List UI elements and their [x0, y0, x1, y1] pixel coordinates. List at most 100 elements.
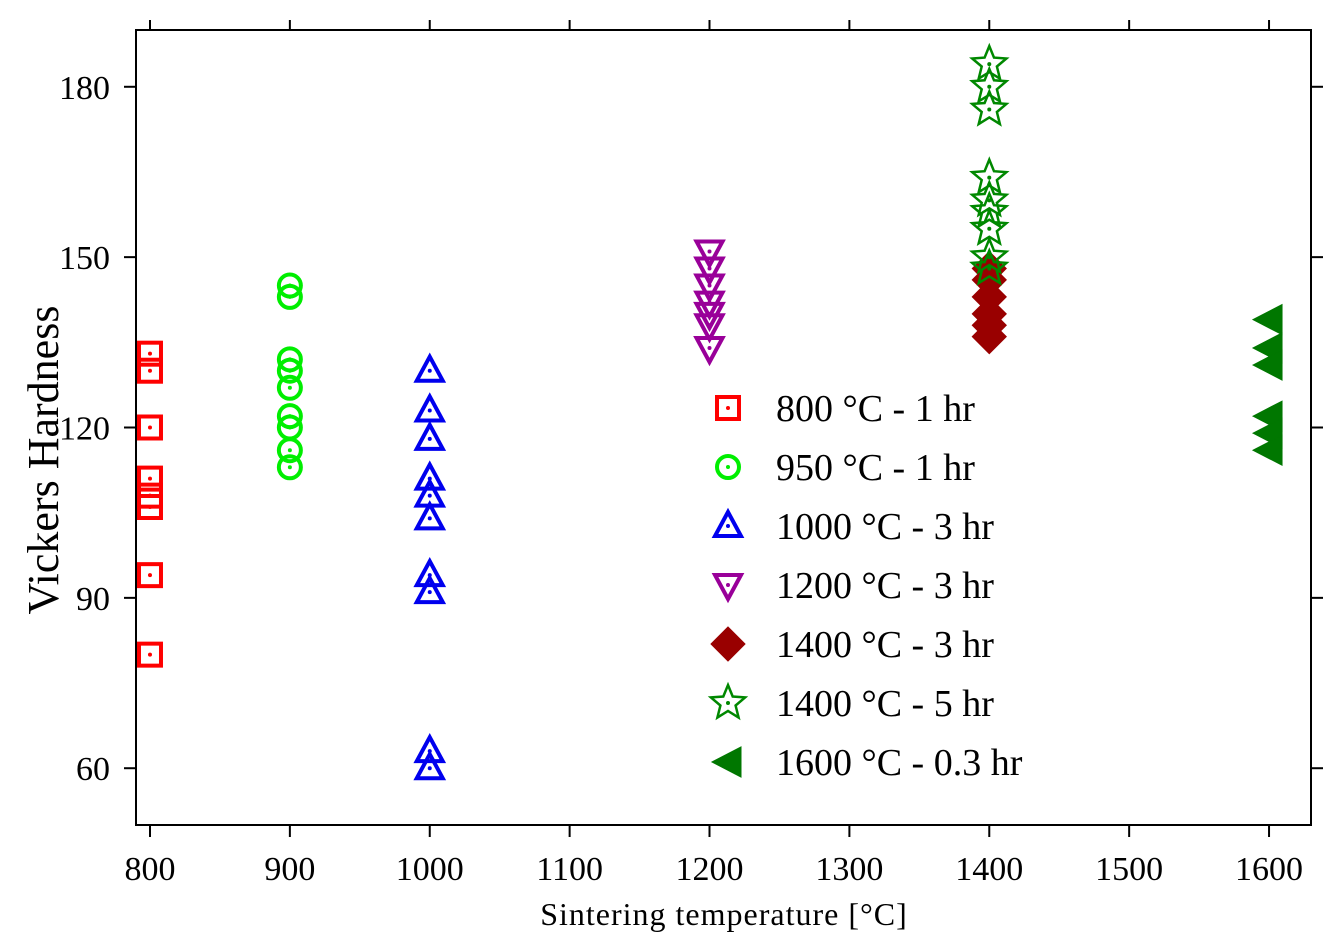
data-point-center [287, 294, 292, 299]
legend-label: 800 °C - 1 hr [776, 388, 975, 430]
legend-marker [710, 746, 742, 778]
series-2 [413, 352, 447, 781]
y-tick-label: 120 [59, 411, 110, 448]
data-point [276, 357, 303, 384]
legend-item: 1000 °C - 3 hr [711, 506, 994, 548]
legend-item: 800 °C - 1 hr [715, 388, 975, 430]
y-tick-label: 150 [59, 240, 110, 277]
data-point [971, 318, 1007, 355]
data-point [276, 437, 303, 464]
x-axis-label: Sintering temperature [°C] [540, 896, 908, 932]
data-point [136, 562, 163, 589]
data-point-center [147, 368, 152, 373]
x-tick-label: 900 [264, 851, 315, 888]
data-point [413, 573, 447, 605]
series-3 [693, 239, 726, 367]
data-point [276, 374, 303, 401]
data-point-center [287, 465, 292, 470]
data-point-center [707, 266, 712, 271]
data-point [136, 494, 163, 520]
data-point-center [987, 62, 992, 67]
legend-item: 1200 °C - 3 hr [711, 565, 994, 607]
x-tick-label: 1000 [396, 851, 464, 888]
data-point [1251, 349, 1283, 381]
x-tick-label: 800 [124, 851, 175, 888]
data-point [136, 357, 163, 384]
data-point [136, 465, 163, 492]
data-point [693, 273, 726, 304]
data-point [413, 420, 447, 451]
legend-item: 1400 °C - 5 hr [707, 681, 994, 725]
data-point [969, 235, 1010, 275]
data-point-center [147, 652, 152, 657]
legend: 800 °C - 1 hr 950 °C - 1 hr 1000 °C - 3 hr… [707, 388, 1023, 784]
legend-marker-center [726, 524, 730, 528]
data-point [969, 247, 1010, 286]
data-point-center [707, 323, 712, 328]
data-point-center [707, 346, 712, 350]
legend-label: 950 °C - 1 hr [776, 447, 975, 489]
legend-marker [715, 395, 741, 421]
legend-label: 1200 °C - 3 hr [776, 565, 994, 607]
data-point [413, 352, 447, 383]
legend-marker [711, 507, 745, 538]
data-point [693, 313, 726, 344]
legend-label: 1400 °C - 5 hr [776, 683, 994, 725]
data-point-center [427, 436, 432, 441]
series-0 [136, 340, 163, 668]
data-marks [136, 42, 1283, 781]
legend-marker-center [726, 406, 730, 410]
data-point [693, 256, 726, 287]
x-tick-label: 1300 [815, 851, 883, 888]
legend-marker-center [726, 583, 730, 587]
legend-marker [715, 454, 741, 480]
data-point-center [987, 107, 992, 112]
data-point [136, 414, 163, 441]
plot-frame [135, 29, 1312, 826]
data-point-center [287, 368, 292, 373]
legend-label: 1000 °C - 3 hr [776, 506, 994, 548]
legend-marker [707, 681, 749, 721]
data-point-center [707, 283, 712, 288]
data-point [276, 283, 303, 310]
x-tick-label: 1500 [1095, 851, 1163, 888]
data-point-center [287, 448, 292, 453]
data-point [1251, 303, 1283, 336]
legend-item: 950 °C - 1 hr [715, 447, 975, 489]
data-point [413, 500, 447, 531]
data-point [693, 336, 726, 367]
data-point-center [147, 476, 152, 481]
data-point [413, 460, 447, 491]
legend-item: 1400 °C - 3 hr [710, 624, 994, 666]
data-point-center [987, 266, 992, 271]
data-point [413, 392, 447, 423]
data-point [693, 239, 726, 270]
data-point-center [147, 351, 152, 356]
data-point [413, 556, 447, 588]
y-tick-label: 90 [76, 581, 110, 618]
legend-marker [711, 573, 745, 604]
data-point [136, 340, 163, 367]
legend-label: 1400 °C - 3 hr [776, 624, 994, 666]
series-5 [969, 42, 1010, 286]
data-point-center [287, 385, 292, 390]
data-point [413, 732, 447, 764]
y-tick-label: 180 [59, 70, 110, 107]
data-point-center [707, 249, 712, 254]
data-point-center [147, 425, 152, 430]
legend-marker-center [726, 465, 730, 469]
data-point-center [427, 408, 432, 413]
data-point-center [147, 505, 152, 509]
data-point-center [147, 573, 152, 578]
data-point [136, 641, 163, 668]
data-point-center [427, 590, 432, 595]
data-point [969, 190, 1010, 229]
data-point [1251, 434, 1283, 467]
x-tick-label: 1100 [536, 851, 603, 888]
x-tick-label: 1200 [676, 851, 744, 888]
data-point-center [987, 84, 992, 89]
data-point [413, 750, 447, 781]
legend-marker-center [726, 701, 730, 705]
data-point [969, 88, 1010, 127]
